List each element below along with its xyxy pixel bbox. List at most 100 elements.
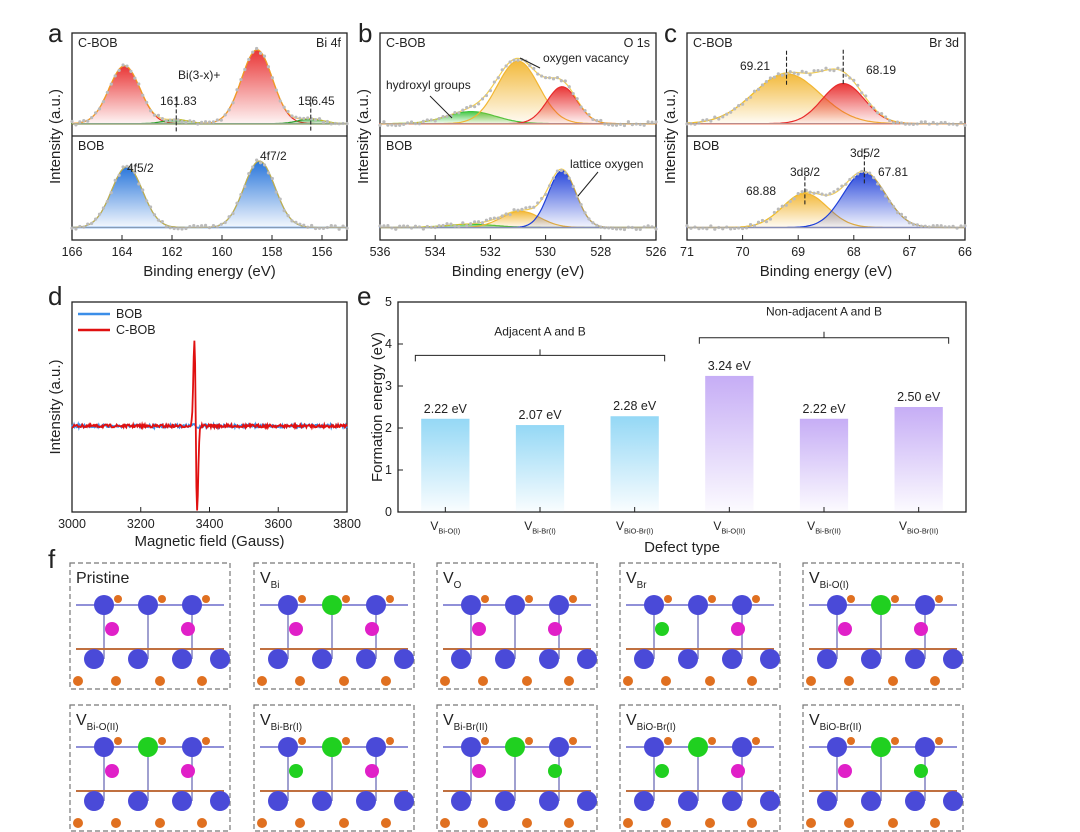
data-point bbox=[820, 69, 824, 73]
structure-frame bbox=[802, 704, 964, 832]
x-tick-label: 532 bbox=[480, 245, 501, 259]
data-point bbox=[445, 114, 449, 119]
data-point bbox=[872, 106, 876, 110]
atom bbox=[481, 737, 489, 745]
data-point bbox=[646, 120, 650, 124]
fitted-peak bbox=[379, 60, 657, 125]
data-point bbox=[325, 119, 329, 124]
data-point bbox=[532, 66, 536, 71]
data-point bbox=[575, 97, 579, 101]
data-point bbox=[74, 123, 78, 127]
structure-label: VBi-O(I) bbox=[809, 570, 849, 591]
data-point bbox=[876, 111, 880, 115]
atom bbox=[181, 764, 195, 778]
data-point bbox=[390, 226, 394, 230]
data-point bbox=[117, 173, 121, 177]
atom bbox=[440, 818, 450, 828]
data-point bbox=[880, 187, 884, 191]
data-point bbox=[868, 102, 872, 106]
atom bbox=[181, 622, 195, 636]
data-point bbox=[721, 227, 725, 231]
data-point bbox=[536, 201, 540, 205]
annotation-161-83: 161.83 bbox=[160, 94, 197, 108]
annotation-69-21: 69.21 bbox=[740, 59, 770, 73]
data-point bbox=[532, 205, 536, 209]
annotation-3d52: 3d5/2 bbox=[850, 146, 880, 160]
data-point bbox=[302, 223, 306, 227]
atom bbox=[871, 737, 891, 757]
atom bbox=[564, 818, 574, 828]
structure-frame bbox=[253, 562, 415, 690]
atom bbox=[172, 791, 192, 811]
atom bbox=[394, 649, 414, 669]
data-point bbox=[148, 109, 153, 113]
data-point bbox=[421, 119, 425, 123]
data-point bbox=[148, 205, 153, 209]
atom bbox=[871, 595, 891, 615]
atom bbox=[678, 791, 698, 811]
atom bbox=[114, 595, 122, 603]
data-point bbox=[180, 227, 184, 231]
data-point bbox=[437, 224, 441, 228]
data-point bbox=[125, 164, 129, 168]
data-point bbox=[465, 106, 469, 110]
x-category-label: VBi-O(I) bbox=[430, 519, 460, 536]
structure-cell: VBi-Br(I) bbox=[253, 704, 415, 832]
atom bbox=[365, 622, 379, 636]
data-point bbox=[125, 64, 129, 68]
data-point bbox=[555, 169, 560, 173]
data-point bbox=[93, 111, 98, 115]
atom bbox=[705, 676, 715, 686]
atom bbox=[298, 595, 306, 603]
structure-frame bbox=[69, 562, 231, 690]
data-point bbox=[105, 199, 109, 204]
y-axis-label: Intensity (a.u.) bbox=[47, 359, 64, 454]
atom bbox=[158, 595, 166, 603]
data-point bbox=[231, 101, 235, 105]
data-point bbox=[860, 91, 864, 95]
data-point bbox=[429, 118, 433, 122]
data-point bbox=[290, 114, 294, 118]
atom bbox=[366, 737, 386, 757]
data-point bbox=[180, 120, 184, 124]
atom bbox=[73, 818, 83, 828]
data-point bbox=[571, 184, 575, 189]
x-axis-label: Binding energy (eV) bbox=[760, 263, 893, 280]
data-point bbox=[804, 70, 808, 74]
atom bbox=[548, 622, 562, 636]
x-category-label: VBiO-Br(I) bbox=[616, 519, 654, 536]
data-point bbox=[595, 119, 599, 123]
atom bbox=[94, 737, 114, 757]
data-point bbox=[800, 69, 804, 74]
data-point bbox=[567, 176, 571, 180]
y-axis-label: Intensity (a.u.) bbox=[662, 89, 679, 184]
data-point bbox=[611, 123, 615, 127]
atom bbox=[84, 791, 104, 811]
atom bbox=[339, 676, 349, 686]
data-point bbox=[251, 165, 255, 169]
atom bbox=[838, 764, 852, 778]
data-point bbox=[274, 190, 278, 194]
data-point bbox=[406, 224, 410, 228]
data-point bbox=[737, 226, 741, 230]
data-point bbox=[599, 118, 603, 123]
atom bbox=[461, 595, 481, 615]
data-point bbox=[129, 69, 133, 73]
data-point bbox=[496, 76, 500, 80]
group-label-adjacent: Adjacent A and B bbox=[494, 324, 585, 338]
data-point bbox=[840, 184, 844, 188]
data-point bbox=[409, 120, 414, 124]
atom bbox=[386, 737, 394, 745]
data-point bbox=[540, 196, 544, 201]
annotation-arrow bbox=[429, 95, 453, 119]
sample-label: BOB bbox=[78, 139, 104, 153]
plot-frame bbox=[397, 301, 967, 513]
data-point bbox=[638, 227, 642, 232]
atom bbox=[322, 595, 342, 615]
data-point bbox=[156, 113, 161, 118]
atom bbox=[472, 622, 486, 636]
structure-label: VBi-Br(II) bbox=[443, 712, 488, 733]
panel-f-structures: Pristine VBi VO VBr VBi-O(I)VBi-O(II) VBi-Br(… bbox=[69, 562, 964, 832]
data-point bbox=[864, 170, 868, 175]
data-point bbox=[133, 170, 137, 174]
